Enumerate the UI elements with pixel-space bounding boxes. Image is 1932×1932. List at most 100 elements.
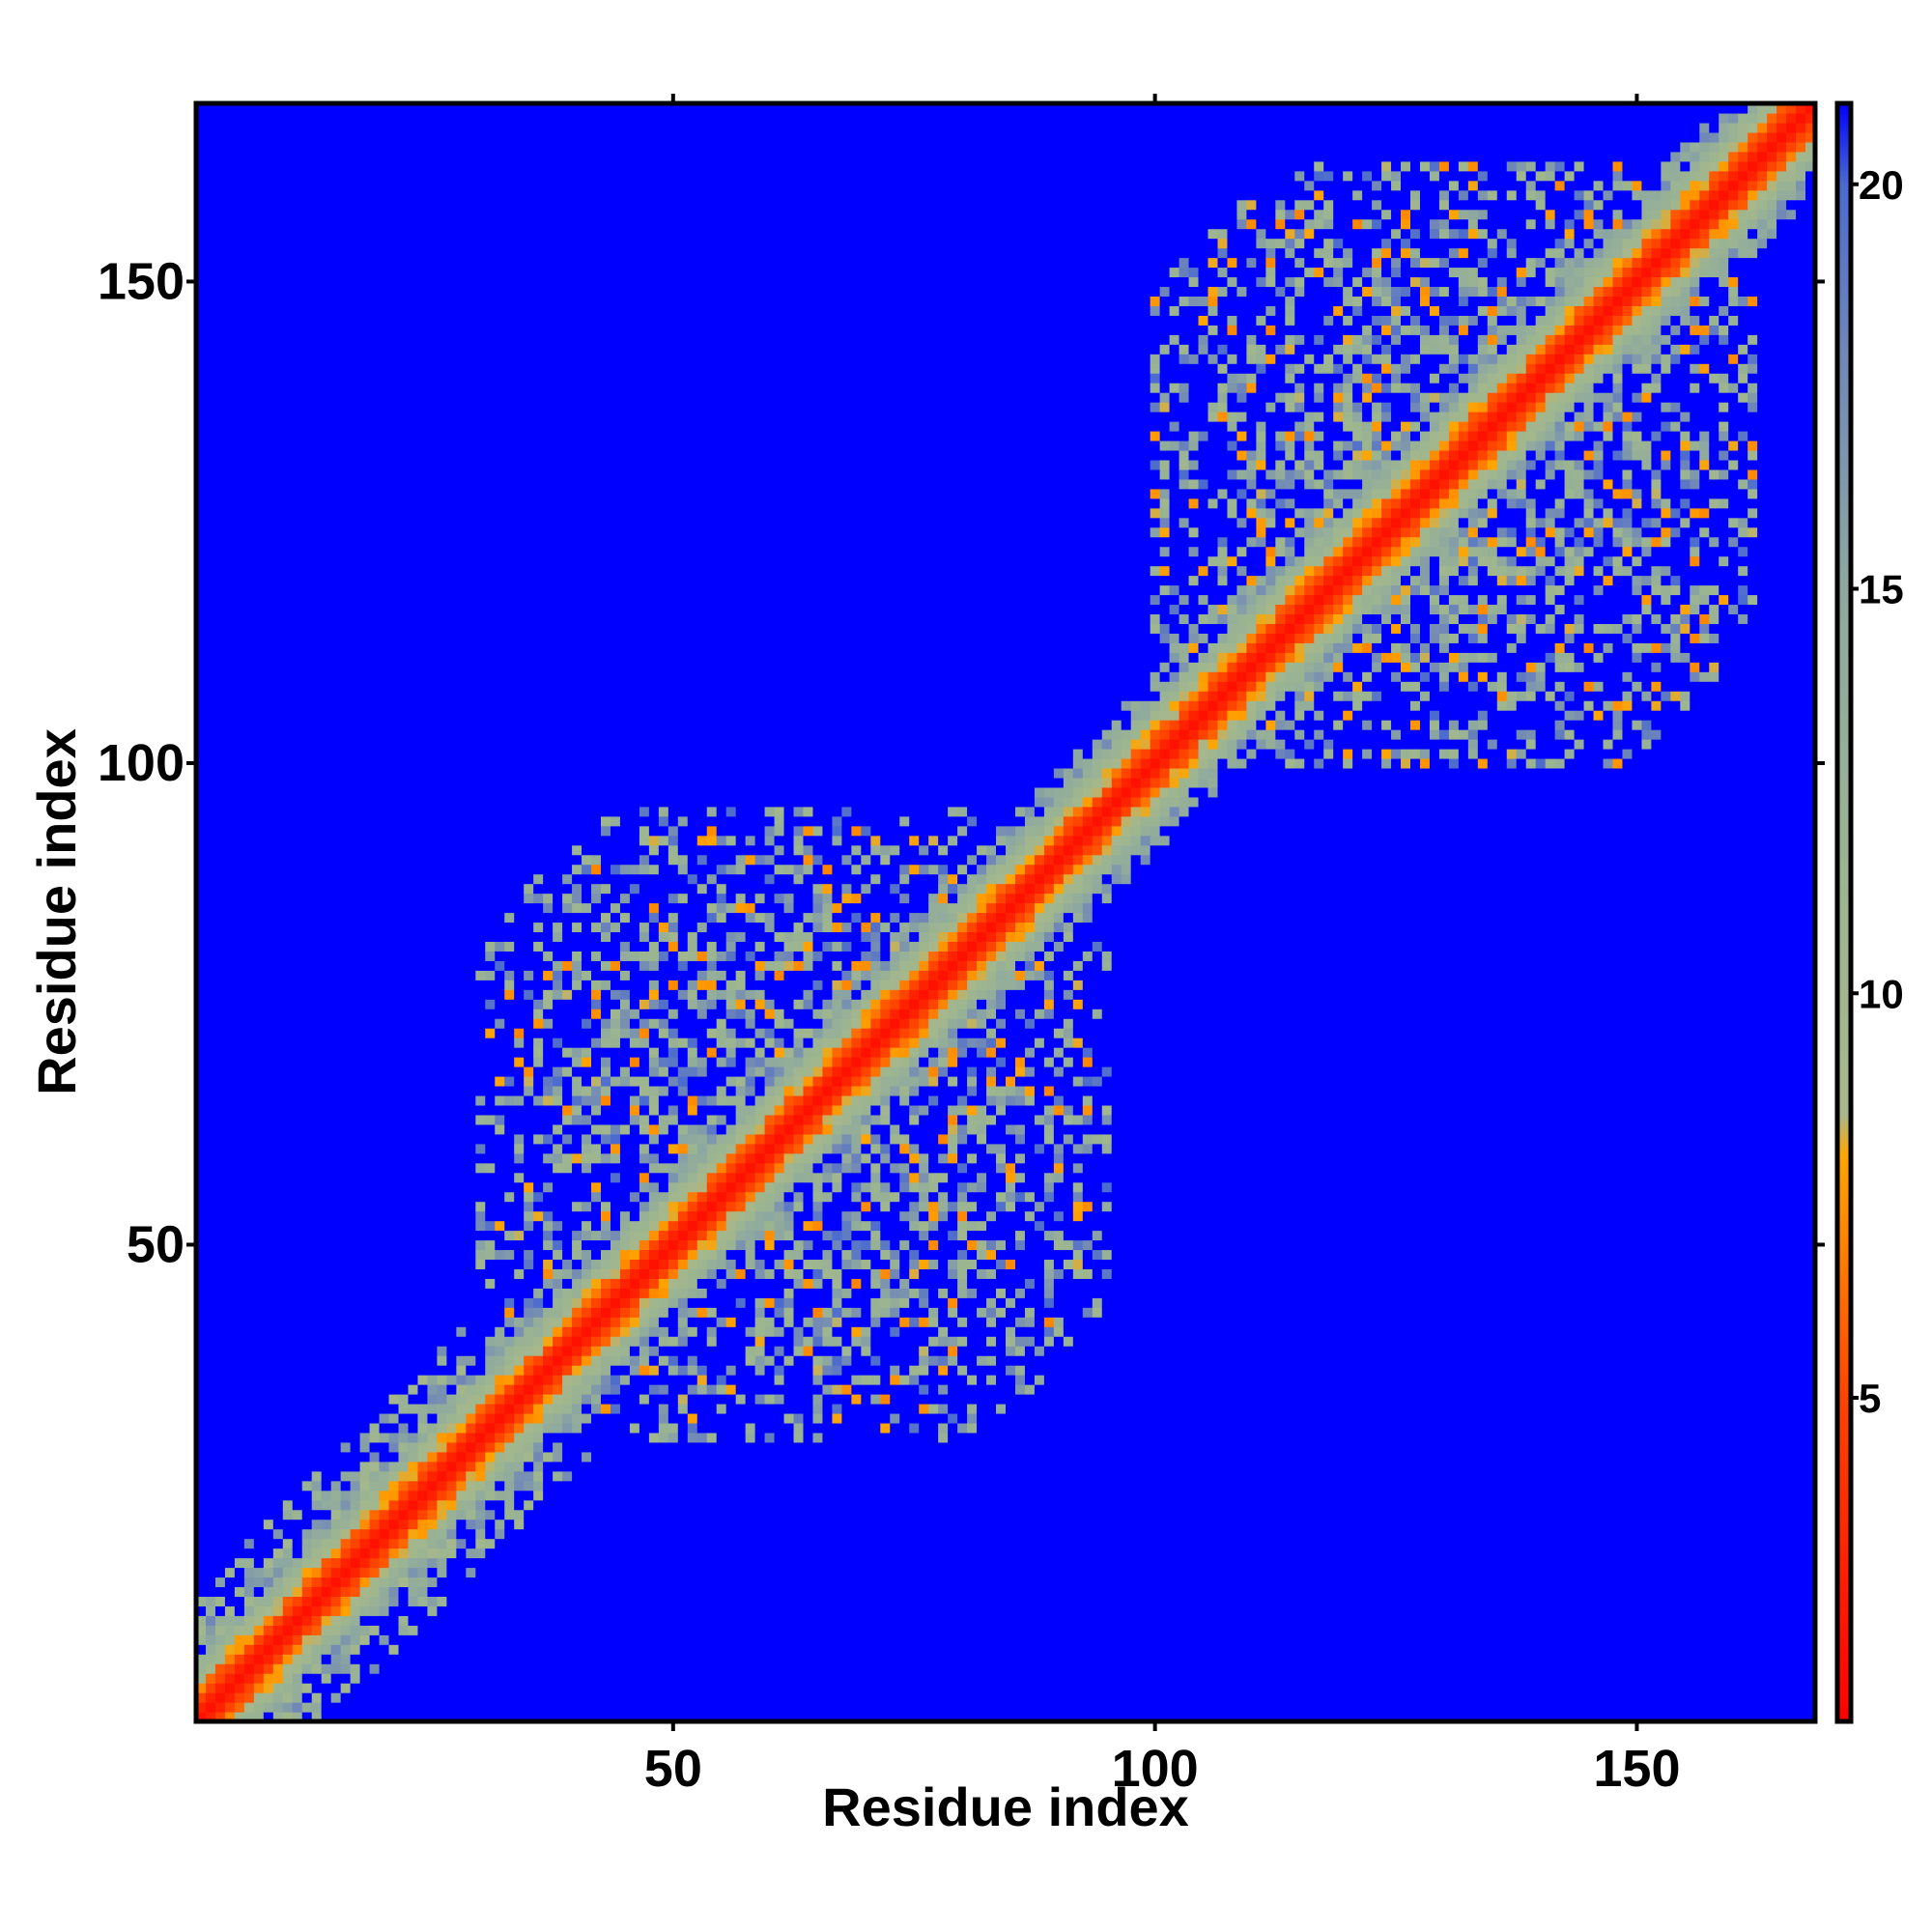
- heatmap-cell: [398, 286, 410, 297]
- heatmap-cell: [359, 459, 371, 470]
- heatmap-cell: [272, 1394, 284, 1405]
- heatmap-cell: [417, 806, 429, 817]
- heatmap-cell: [292, 267, 303, 278]
- heatmap-cell: [253, 1249, 265, 1261]
- heatmap-cell: [282, 1683, 294, 1693]
- heatmap-cell: [388, 1644, 400, 1655]
- heatmap-cell: [466, 1336, 476, 1347]
- heatmap-cell: [292, 1355, 303, 1366]
- heatmap-cell: [417, 131, 429, 143]
- heatmap-cell: [292, 854, 303, 866]
- heatmap-cell: [437, 989, 447, 1000]
- heatmap-cell: [301, 912, 313, 923]
- heatmap-cell: [272, 412, 284, 422]
- heatmap-cell: [388, 1104, 400, 1116]
- heatmap-cell: [214, 883, 226, 895]
- heatmap-cell: [301, 228, 313, 240]
- heatmap-cell: [272, 1297, 284, 1308]
- heatmap-cell: [379, 430, 390, 441]
- heatmap-cell: [224, 594, 236, 606]
- heatmap-cell: [253, 893, 265, 904]
- heatmap-cell: [340, 1692, 352, 1703]
- heatmap-cell: [475, 1114, 486, 1125]
- heatmap-cell: [301, 286, 313, 297]
- heatmap-cell: [253, 122, 265, 133]
- heatmap-cell: [263, 112, 274, 124]
- heatmap-cell: [475, 1201, 486, 1212]
- heatmap-cell: [456, 1654, 467, 1664]
- heatmap-cell: [369, 1075, 381, 1087]
- heatmap-cell: [379, 1133, 390, 1145]
- heatmap-cell: [475, 633, 486, 643]
- heatmap-cell: [292, 1644, 303, 1655]
- heatmap-cell: [437, 777, 447, 788]
- heatmap-cell: [475, 642, 486, 653]
- heatmap-cell: [321, 344, 332, 355]
- heatmap-cell: [398, 1028, 410, 1038]
- heatmap-cell: [224, 1288, 236, 1298]
- heatmap-cell: [446, 141, 457, 153]
- heatmap-cell: [417, 729, 429, 740]
- heatmap-cell: [243, 383, 255, 393]
- heatmap-cell: [311, 633, 323, 643]
- heatmap-cell: [369, 536, 381, 548]
- heatmap-cell: [330, 864, 342, 875]
- heatmap-cell: [417, 1326, 429, 1337]
- heatmap-cell: [466, 1288, 476, 1298]
- heatmap-cell: [350, 488, 361, 499]
- heatmap-cell: [321, 1191, 332, 1203]
- heatmap-cell: [321, 1557, 332, 1569]
- heatmap-cell: [408, 440, 419, 451]
- heatmap-cell: [437, 1605, 447, 1616]
- heatmap-cell: [475, 1654, 486, 1664]
- heatmap-cell: [224, 151, 236, 162]
- heatmap-cell: [272, 363, 284, 374]
- heatmap-cell: [446, 286, 457, 297]
- heatmap-cell: [253, 315, 265, 326]
- heatmap-cell: [205, 1577, 216, 1588]
- heatmap-cell: [408, 238, 419, 249]
- heatmap-cell: [340, 1249, 352, 1261]
- heatmap-cell: [282, 729, 294, 740]
- heatmap-cell: [321, 1172, 332, 1183]
- heatmap-cell: [388, 844, 400, 856]
- heatmap-cell: [311, 1451, 323, 1463]
- heatmap-cell: [398, 652, 410, 663]
- heatmap-cell: [359, 623, 371, 634]
- heatmap-cell: [417, 286, 429, 297]
- heatmap-cell: [253, 989, 265, 1000]
- heatmap-cell: [234, 980, 245, 990]
- heatmap-cell: [456, 1692, 467, 1703]
- heatmap-cell: [456, 497, 467, 509]
- heatmap-cell: [253, 1470, 265, 1482]
- heatmap-cell: [263, 1519, 274, 1530]
- heatmap-cell: [292, 825, 303, 837]
- heatmap-cell: [398, 1586, 410, 1597]
- heatmap-cell: [340, 170, 352, 182]
- heatmap-cell: [330, 151, 342, 162]
- heatmap-cell: [350, 267, 361, 278]
- heatmap-cell: [388, 1605, 400, 1616]
- heatmap-cell: [417, 151, 429, 162]
- heatmap-cell: [437, 1259, 447, 1269]
- heatmap-cell: [359, 334, 371, 345]
- heatmap-cell: [437, 112, 447, 124]
- heatmap-cell: [369, 1268, 381, 1279]
- heatmap-cell: [388, 700, 400, 711]
- heatmap-cell: [272, 864, 284, 875]
- heatmap-cell: [446, 238, 457, 249]
- heatmap-cell: [437, 1191, 447, 1203]
- heatmap-cell: [369, 691, 381, 701]
- heatmap-cell: [437, 1085, 447, 1096]
- heatmap-cell: [340, 1702, 352, 1713]
- heatmap-cell: [398, 122, 410, 133]
- heatmap-cell: [263, 209, 274, 220]
- heatmap-cell: [359, 970, 371, 980]
- heatmap-cell: [388, 449, 400, 461]
- heatmap-cell: [359, 999, 371, 1009]
- heatmap-cell: [301, 825, 313, 837]
- heatmap-cell: [243, 1683, 255, 1693]
- heatmap-cell: [311, 1143, 323, 1154]
- heatmap-cell: [205, 1278, 216, 1289]
- heatmap-cell: [456, 209, 467, 220]
